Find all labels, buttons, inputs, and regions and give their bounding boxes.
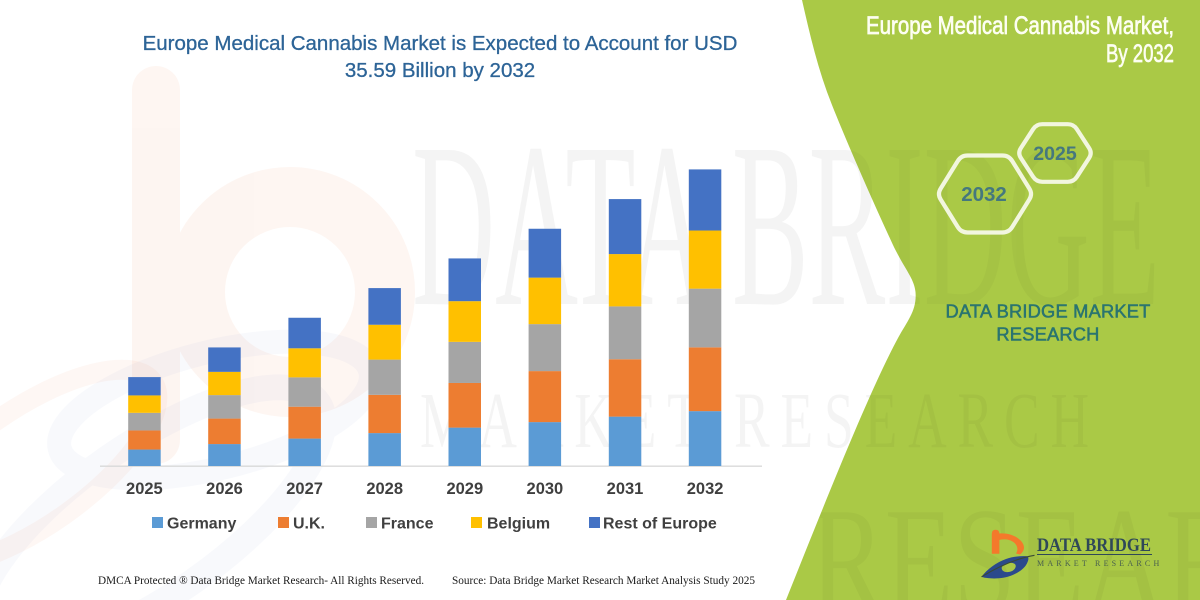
svg-text:MARKET RESEARCH: MARKET RESEARCH — [1037, 559, 1162, 568]
svg-text:DATA BRIDGE: DATA BRIDGE — [1037, 535, 1151, 556]
svg-text:RESEARCH: RESEARCH — [996, 324, 1099, 345]
svg-text:2028: 2028 — [366, 480, 403, 498]
svg-text:2031: 2031 — [607, 480, 644, 498]
svg-text:Belgium: Belgium — [487, 516, 550, 533]
svg-text:Rest of Europe: Rest of Europe — [603, 516, 717, 533]
svg-text:2032: 2032 — [687, 480, 724, 498]
svg-text:Europe Medical Cannabis Market: Europe Medical Cannabis Market, — [866, 12, 1174, 40]
svg-text:Germany: Germany — [167, 516, 236, 533]
svg-text:U.K.: U.K. — [293, 516, 325, 533]
svg-text:By 2032: By 2032 — [1106, 40, 1174, 68]
svg-text:35.59 Billion by 2032: 35.59 Billion by 2032 — [345, 59, 535, 82]
svg-text:DMCA Protected ® Data Bridge M: DMCA Protected ® Data Bridge Market Rese… — [98, 575, 424, 587]
svg-text:France: France — [381, 516, 434, 533]
svg-text:DATA BRIDGE MARKET: DATA BRIDGE MARKET — [945, 301, 1150, 322]
svg-text:2029: 2029 — [446, 480, 483, 498]
svg-text:2025: 2025 — [126, 480, 163, 498]
svg-text:2027: 2027 — [286, 480, 323, 498]
svg-text:2032: 2032 — [961, 183, 1007, 206]
svg-text:2025: 2025 — [1033, 143, 1077, 165]
svg-text:Europe Medical Cannabis Market: Europe Medical Cannabis Market is Expect… — [143, 32, 738, 55]
svg-text:2026: 2026 — [206, 480, 243, 498]
svg-text:Source: Data Bridge Market Res: Source: Data Bridge Market Research Mark… — [452, 575, 755, 587]
svg-text:2030: 2030 — [527, 480, 564, 498]
